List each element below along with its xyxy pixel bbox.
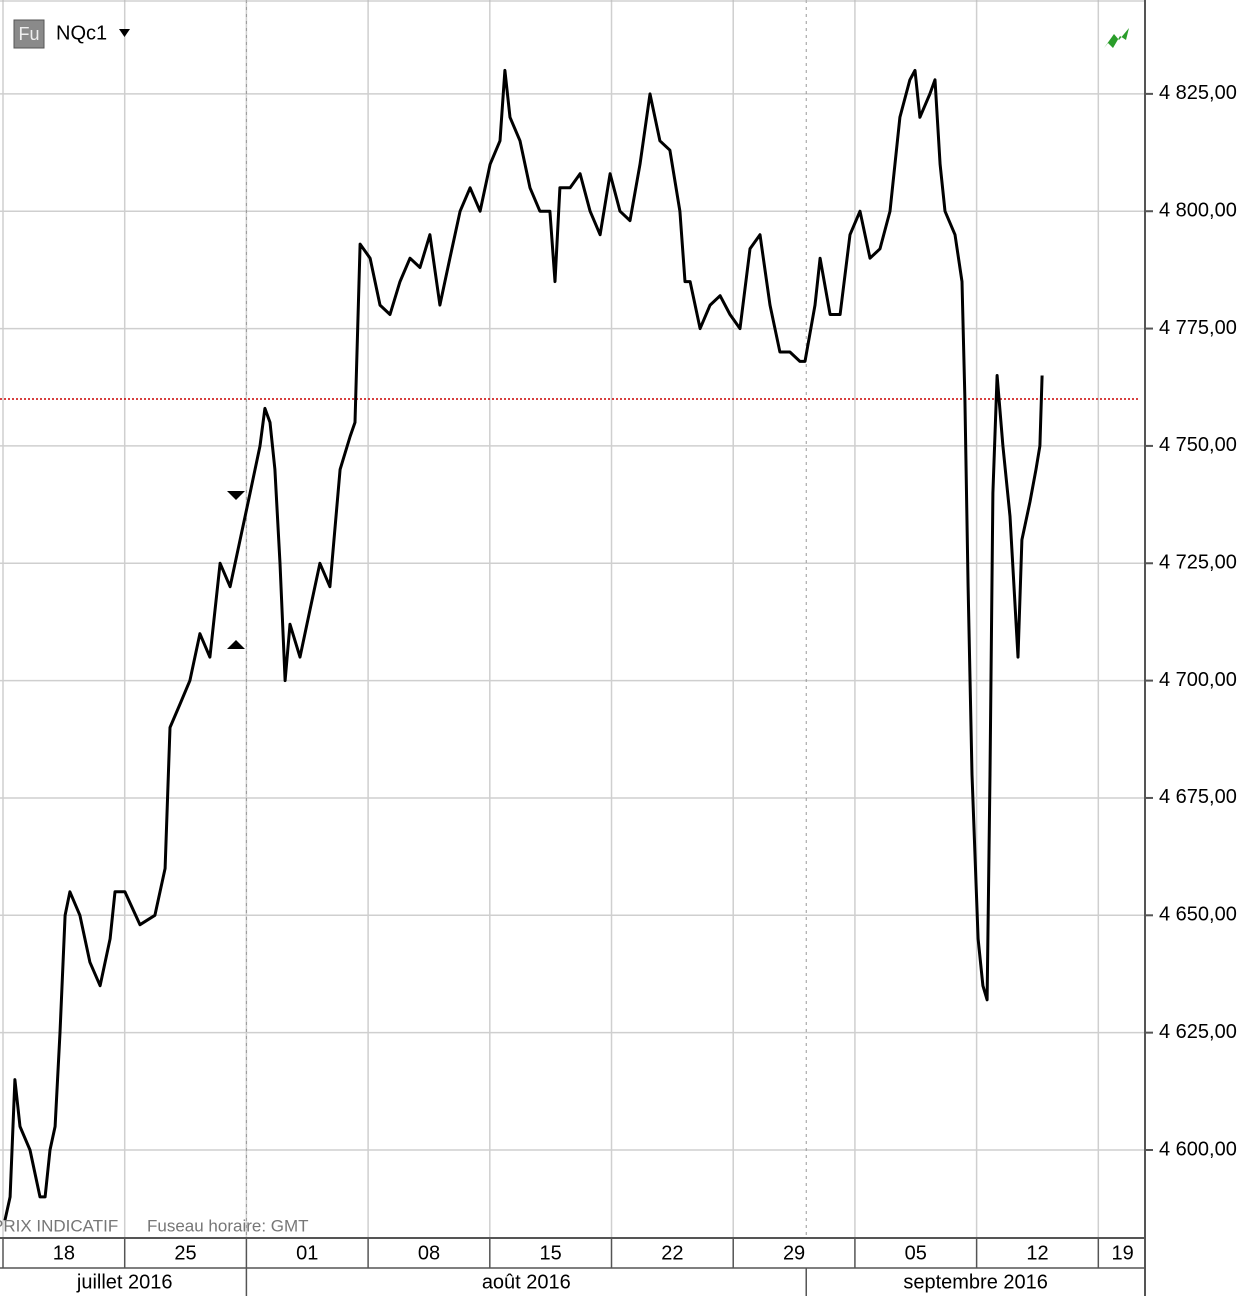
x-tick-label: 05	[905, 1242, 927, 1264]
status-icon	[1104, 28, 1129, 48]
y-tick-label: 4 600,00	[1159, 1138, 1237, 1160]
note-right: Fuseau horaire: GMT	[147, 1216, 309, 1235]
month-label: août 2016	[482, 1271, 571, 1293]
marker-down	[227, 491, 245, 500]
x-tick-label: 15	[540, 1242, 562, 1264]
x-tick-label: 19	[1112, 1242, 1134, 1264]
plot-area	[0, 0, 1145, 1238]
y-tick-label: 4 775,00	[1159, 317, 1237, 339]
y-tick-label: 4 625,00	[1159, 1021, 1237, 1043]
note-left: PRIX INDICATIF	[0, 1216, 118, 1235]
x-tick-label: 25	[174, 1242, 196, 1264]
x-tick-label: 12	[1026, 1242, 1048, 1264]
dropdown-arrow[interactable]	[119, 29, 130, 37]
y-tick-label: 4 650,00	[1159, 904, 1237, 926]
y-tick-label: 4 800,00	[1159, 200, 1237, 222]
series-name: NQc1	[56, 22, 107, 44]
x-tick-label: 08	[418, 1242, 440, 1264]
x-tick-label: 29	[783, 1242, 805, 1264]
badge: Fu	[18, 24, 39, 44]
marker-up	[227, 640, 245, 649]
price-line	[3, 68, 1044, 1221]
x-tick-label: 22	[661, 1242, 683, 1264]
x-tick-label: 18	[53, 1242, 75, 1264]
y-tick-label: 4 700,00	[1159, 669, 1237, 691]
month-label: juillet 2016	[76, 1271, 173, 1293]
y-tick-label: 4 825,00	[1159, 82, 1237, 104]
x-tick-label: 01	[296, 1242, 318, 1264]
badge-box[interactable]	[13, 19, 45, 49]
y-tick-label: 4 725,00	[1159, 552, 1237, 574]
y-tick-label: 4 750,00	[1159, 434, 1237, 456]
y-tick-label: 4 675,00	[1159, 786, 1237, 808]
month-label: septembre 2016	[903, 1271, 1048, 1293]
